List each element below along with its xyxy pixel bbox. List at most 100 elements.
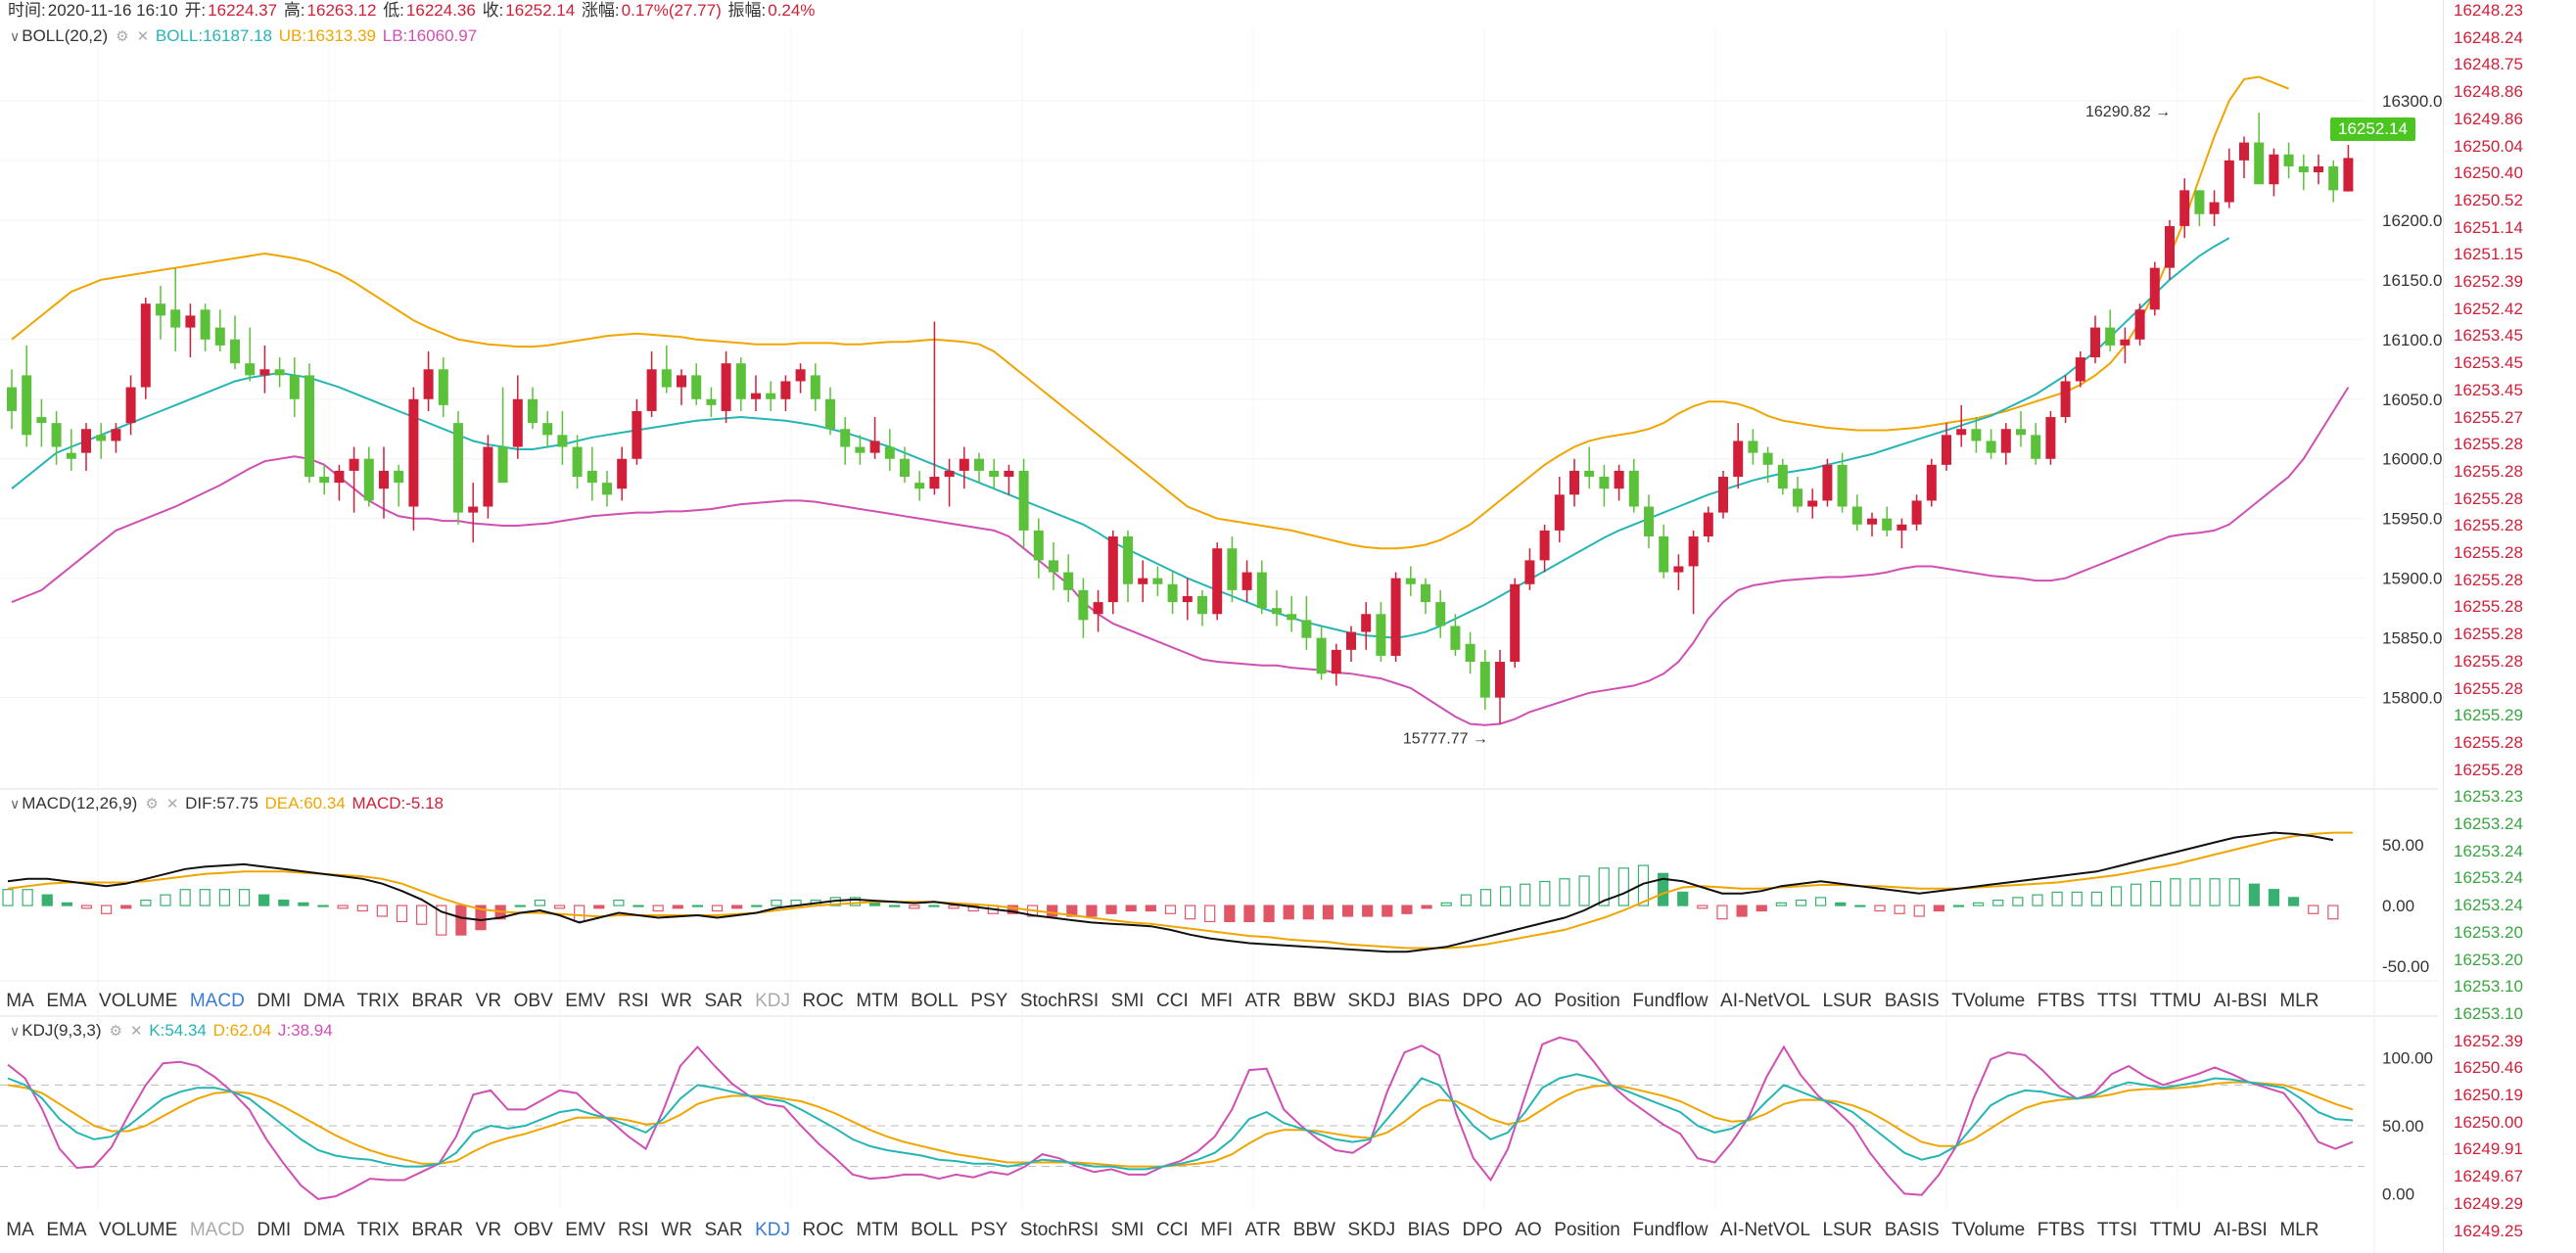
candle-body bbox=[869, 441, 880, 453]
indicator-tab-smi[interactable]: SMI bbox=[1110, 1220, 1145, 1240]
indicator-tab-macd[interactable]: MACD bbox=[189, 991, 245, 1011]
indicator-tab-kdj[interactable]: KDJ bbox=[755, 991, 790, 1011]
indicator-tab-mtm[interactable]: MTM bbox=[856, 1220, 899, 1240]
indicator-tab-roc[interactable]: ROC bbox=[802, 991, 844, 1011]
indicator-tab-psy[interactable]: PSY bbox=[970, 991, 1008, 1011]
indicator-tab-cci[interactable]: CCI bbox=[1156, 991, 1189, 1011]
indicator-tab-ttmu[interactable]: TTMU bbox=[2149, 1220, 2202, 1240]
indicator-tab-lsur[interactable]: LSUR bbox=[1822, 991, 1873, 1011]
candle-body bbox=[1301, 620, 1312, 638]
indicator-tab-dpo[interactable]: DPO bbox=[1462, 991, 1503, 1011]
macd-hist-bar bbox=[889, 905, 901, 907]
indicator-tab-trix[interactable]: TRIX bbox=[356, 991, 399, 1011]
indicator-tab-ma[interactable]: MA bbox=[6, 1220, 34, 1240]
gear-icon[interactable]: ⚙ bbox=[109, 1023, 122, 1040]
indicator-tab-ttsi[interactable]: TTSI bbox=[2096, 991, 2138, 1011]
indicator-tab-stochrsi[interactable]: StochRSI bbox=[1019, 1220, 1100, 1240]
indicator-tab-mfi[interactable]: MFI bbox=[1200, 1220, 1233, 1240]
indicator-tab-ttmu[interactable]: TTMU bbox=[2149, 991, 2202, 1011]
chevron-down-icon[interactable]: ∨ bbox=[10, 1023, 21, 1039]
indicator-tab-ema[interactable]: EMA bbox=[46, 991, 87, 1011]
indicator-tab-bbw[interactable]: BBW bbox=[1292, 1220, 1335, 1240]
candle-body bbox=[1986, 441, 1996, 453]
indicator-tab-sar[interactable]: SAR bbox=[704, 991, 743, 1011]
close-icon[interactable]: ✕ bbox=[129, 1023, 143, 1040]
indicator-tab-bias[interactable]: BIAS bbox=[1407, 991, 1450, 1011]
indicator-tab-kdj[interactable]: KDJ bbox=[755, 1220, 790, 1240]
indicator-tab-ao[interactable]: AO bbox=[1515, 991, 1542, 1011]
indicator-tab-ema[interactable]: EMA bbox=[46, 1220, 87, 1240]
indicator-tab-atr[interactable]: ATR bbox=[1244, 1220, 1282, 1240]
indicator-tab-mtm[interactable]: MTM bbox=[856, 991, 899, 1011]
high-label: 高: bbox=[283, 1, 305, 20]
indicator-tab-smi[interactable]: SMI bbox=[1110, 991, 1145, 1011]
indicator-tab-ftbs[interactable]: FTBS bbox=[2037, 991, 2085, 1011]
indicator-tab-ao[interactable]: AO bbox=[1515, 1220, 1542, 1240]
indicator-tab-mlr[interactable]: MLR bbox=[2279, 1220, 2319, 1240]
indicator-tab-position[interactable]: Position bbox=[1554, 991, 1620, 1011]
indicator-tab-vr[interactable]: VR bbox=[475, 991, 502, 1011]
indicator-tab-roc[interactable]: ROC bbox=[802, 1220, 844, 1240]
indicator-tab-macd[interactable]: MACD bbox=[189, 1220, 245, 1240]
chevron-down-icon[interactable]: ∨ bbox=[10, 796, 21, 812]
close-icon[interactable]: ✕ bbox=[136, 28, 150, 45]
indicator-tab-wr[interactable]: WR bbox=[661, 991, 692, 1011]
indicator-tab-sar[interactable]: SAR bbox=[704, 1220, 743, 1240]
candle-body bbox=[677, 375, 686, 388]
indicator-tab-boll[interactable]: BOLL bbox=[911, 1220, 959, 1240]
indicator-tab-tvolume[interactable]: TVolume bbox=[1951, 1220, 2026, 1240]
indicator-tab-emv[interactable]: EMV bbox=[565, 991, 606, 1011]
indicator-tab-ai-netvol[interactable]: AI-NetVOL bbox=[1720, 1220, 1810, 1240]
indicator-tab-volume[interactable]: VOLUME bbox=[99, 1220, 178, 1240]
indicator-tab-ai-bsi[interactable]: AI-BSI bbox=[2213, 1220, 2268, 1240]
indicator-tab-rsi[interactable]: RSI bbox=[618, 1220, 649, 1240]
indicator-tab-skdj[interactable]: SKDJ bbox=[1347, 1220, 1396, 1240]
indicator-tab-wr[interactable]: WR bbox=[661, 1220, 692, 1240]
indicator-tab-boll[interactable]: BOLL bbox=[911, 991, 959, 1011]
gear-icon[interactable]: ⚙ bbox=[116, 28, 129, 45]
indicator-tab-ma[interactable]: MA bbox=[6, 991, 34, 1011]
indicator-tab-basis[interactable]: BASIS bbox=[1884, 991, 1940, 1011]
indicator-tab-dma[interactable]: DMA bbox=[303, 1220, 345, 1240]
indicator-tab-emv[interactable]: EMV bbox=[565, 1220, 606, 1240]
indicator-tab-ttsi[interactable]: TTSI bbox=[2096, 1220, 2138, 1240]
candle-body bbox=[735, 363, 746, 399]
indicator-tab-bias[interactable]: BIAS bbox=[1407, 1220, 1450, 1240]
candle-body bbox=[259, 369, 270, 376]
chart-canvas[interactable]: 15800.00 15850.00 15900.00 15950.00 16000.00… bbox=[0, 0, 2443, 1253]
indicator-tab-ai-bsi[interactable]: AI-BSI bbox=[2213, 991, 2268, 1011]
indicator-tab-position[interactable]: Position bbox=[1554, 1220, 1620, 1240]
indicator-tab-rsi[interactable]: RSI bbox=[618, 991, 649, 1011]
indicator-tab-dmi[interactable]: DMI bbox=[257, 1220, 292, 1240]
indicator-tab-basis[interactable]: BASIS bbox=[1884, 1220, 1940, 1240]
indicator-tab-mfi[interactable]: MFI bbox=[1200, 991, 1233, 1011]
indicator-tab-ftbs[interactable]: FTBS bbox=[2037, 1220, 2085, 1240]
indicator-tab-brar[interactable]: BRAR bbox=[411, 1220, 464, 1240]
indicator-tab-bbw[interactable]: BBW bbox=[1292, 991, 1335, 1011]
gear-icon[interactable]: ⚙ bbox=[145, 796, 159, 812]
indicator-tab-obv[interactable]: OBV bbox=[513, 991, 553, 1011]
indicator-tab-lsur[interactable]: LSUR bbox=[1822, 1220, 1873, 1240]
indicator-tab-skdj[interactable]: SKDJ bbox=[1347, 991, 1396, 1011]
indicator-tab-trix[interactable]: TRIX bbox=[356, 1220, 399, 1240]
indicator-tab-dmi[interactable]: DMI bbox=[257, 991, 292, 1011]
indicator-tab-stochrsi[interactable]: StochRSI bbox=[1019, 991, 1100, 1011]
indicator-tab-obv[interactable]: OBV bbox=[513, 1220, 553, 1240]
macd-hist-bar bbox=[948, 905, 960, 909]
chevron-down-icon[interactable]: ∨ bbox=[10, 28, 21, 44]
indicator-tab-fundflow[interactable]: Fundflow bbox=[1632, 991, 1709, 1011]
indicator-tab-dpo[interactable]: DPO bbox=[1462, 1220, 1503, 1240]
indicator-tab-cci[interactable]: CCI bbox=[1156, 1220, 1189, 1240]
indicator-tab-psy[interactable]: PSY bbox=[970, 1220, 1008, 1240]
indicator-tab-ai-netvol[interactable]: AI-NetVOL bbox=[1720, 991, 1810, 1011]
candle-body bbox=[884, 446, 895, 459]
indicator-tab-tvolume[interactable]: TVolume bbox=[1951, 991, 2026, 1011]
indicator-tab-brar[interactable]: BRAR bbox=[411, 991, 464, 1011]
indicator-tab-volume[interactable]: VOLUME bbox=[99, 991, 178, 1011]
indicator-tab-fundflow[interactable]: Fundflow bbox=[1632, 1220, 1709, 1240]
indicator-tab-vr[interactable]: VR bbox=[475, 1220, 502, 1240]
close-icon[interactable]: ✕ bbox=[165, 796, 179, 812]
indicator-tab-atr[interactable]: ATR bbox=[1244, 991, 1282, 1011]
indicator-tab-dma[interactable]: DMA bbox=[303, 991, 345, 1011]
indicator-tab-mlr[interactable]: MLR bbox=[2279, 991, 2319, 1011]
